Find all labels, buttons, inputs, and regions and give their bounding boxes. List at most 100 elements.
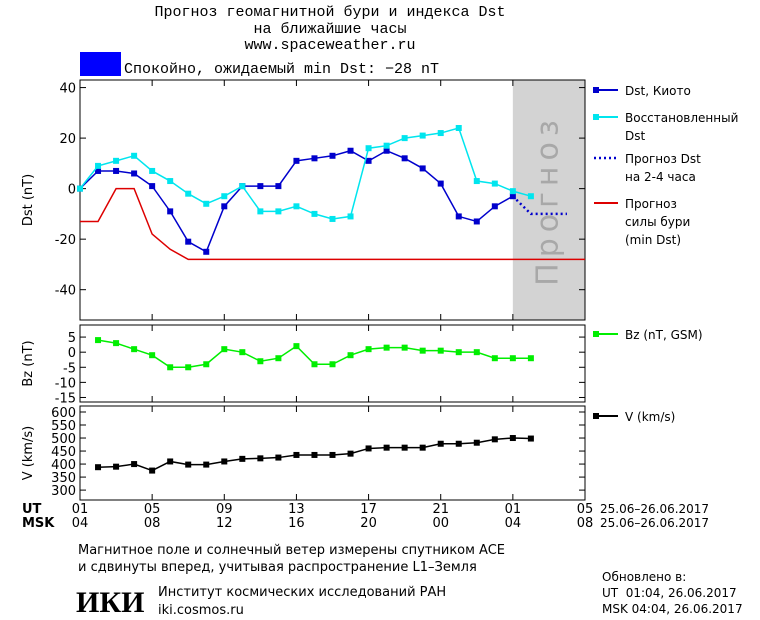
x-tick-label: 21	[432, 502, 449, 517]
data-point	[221, 193, 228, 200]
data-point	[293, 343, 300, 350]
data-point	[329, 215, 336, 222]
data-point	[365, 157, 372, 164]
plot-frame	[79, 405, 586, 501]
data-point	[383, 147, 390, 154]
data-point	[167, 208, 174, 215]
x2-tick-label: 00	[432, 516, 449, 531]
x-range: 25.06–26.06.2017	[600, 502, 709, 516]
data-point	[365, 445, 372, 452]
updated-msk: MSK 04:04, 26.06.2017	[602, 602, 743, 616]
x-axis-title: UT	[22, 502, 42, 517]
data-point	[311, 361, 318, 368]
data-point	[401, 155, 408, 162]
status-indicator	[80, 52, 121, 76]
data-point	[149, 352, 156, 359]
data-point	[455, 125, 462, 131]
legend-marker	[593, 413, 599, 419]
x2-tick-label: 04	[72, 516, 89, 531]
site: iki.cosmos.ru	[158, 603, 244, 618]
data-point	[113, 167, 120, 174]
y-axis-title: Dst (nT)	[21, 174, 36, 226]
data-point	[491, 355, 498, 362]
data-point	[473, 349, 480, 356]
note-line: и сдвинуты вперед, учитывая распростране…	[78, 560, 477, 575]
x-tick-label: 05	[577, 502, 594, 517]
x2-axis-title: MSK	[22, 516, 55, 531]
x-tick-label: 01	[505, 502, 522, 517]
legend-label: Dst, Киото	[625, 84, 691, 98]
data-point	[401, 135, 408, 142]
data-point	[365, 145, 372, 152]
x2-tick-label: 16	[288, 516, 305, 531]
x-tick-label: 13	[288, 502, 305, 517]
y-tick-label: -15	[55, 391, 76, 406]
data-point	[311, 155, 318, 162]
plot-frame	[79, 324, 586, 403]
subtitle: на ближайшие часы	[253, 21, 406, 38]
data-point	[509, 355, 516, 362]
data-point	[113, 463, 120, 470]
data-point	[203, 248, 210, 255]
legend-label: Восстановленный Dst	[625, 111, 738, 143]
y-tick-label: 5	[68, 331, 76, 346]
y-tick-label: 20	[59, 132, 76, 147]
data-point	[293, 451, 300, 458]
data-point	[77, 185, 83, 192]
data-point	[131, 346, 138, 353]
data-point	[257, 208, 264, 215]
y-tick-label: 450	[51, 445, 76, 460]
data-point	[293, 157, 300, 164]
y-axis-title: V (km/s)	[21, 426, 36, 481]
data-point	[437, 130, 444, 137]
data-point	[473, 178, 480, 185]
data-point	[95, 167, 102, 174]
institute: Институт космических исследований РАН	[158, 585, 446, 600]
data-point	[473, 439, 480, 446]
data-point	[527, 435, 534, 442]
data-point	[167, 178, 174, 185]
data-point	[167, 364, 174, 371]
data-point	[131, 170, 138, 177]
series-line	[79, 127, 532, 220]
y-tick-label: 550	[51, 419, 76, 434]
data-point	[149, 183, 156, 190]
legend-label: V (km/s)	[625, 410, 675, 424]
y-tick-label: -40	[55, 284, 76, 299]
logo: ИКИ	[76, 586, 144, 619]
data-point	[437, 180, 444, 187]
legend-marker	[593, 114, 599, 120]
y-tick-label: 300	[51, 484, 76, 499]
y-tick-label: 500	[51, 432, 76, 447]
forecast-label: Прогноз	[530, 114, 565, 286]
data-point	[239, 455, 246, 462]
x2-tick-label: 08	[144, 516, 161, 531]
data-point	[401, 444, 408, 451]
x-tick-label: 17	[360, 502, 377, 517]
data-point	[221, 346, 228, 353]
data-point	[347, 213, 354, 220]
x2-tick-label: 12	[216, 516, 233, 531]
data-point	[491, 203, 498, 210]
data-point	[257, 183, 264, 190]
data-point	[491, 180, 498, 187]
y-tick-label: 0	[68, 346, 76, 361]
data-point	[329, 152, 336, 159]
data-point	[347, 147, 354, 154]
data-point	[527, 193, 534, 200]
y-tick-label: 0	[68, 183, 76, 198]
data-point	[491, 436, 498, 443]
data-point	[419, 132, 426, 139]
data-point	[131, 461, 138, 468]
data-point	[275, 208, 282, 215]
data-point	[95, 162, 102, 169]
data-point	[221, 203, 228, 210]
y-axis-title: Bz (nT)	[21, 340, 36, 386]
x2-tick-label: 20	[360, 516, 377, 531]
data-point	[275, 183, 282, 190]
legend-marker	[593, 87, 599, 93]
data-point	[383, 142, 390, 149]
data-point	[275, 355, 282, 362]
data-point	[149, 467, 156, 474]
